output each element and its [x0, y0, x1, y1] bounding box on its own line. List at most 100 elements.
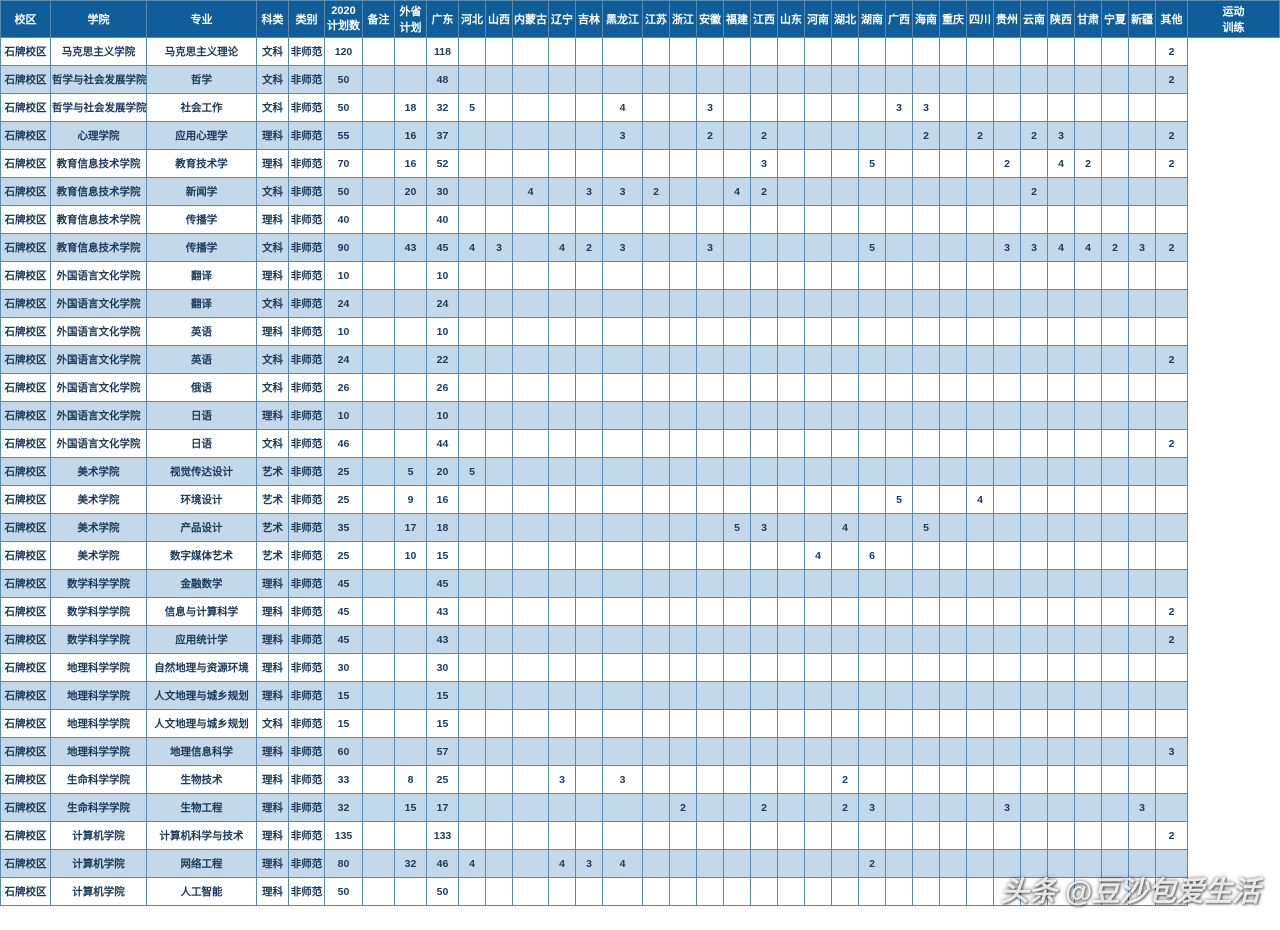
cell: 45 [325, 570, 363, 598]
cell: 15 [325, 710, 363, 738]
cell [751, 766, 778, 794]
cell [1048, 626, 1075, 654]
cell: 15 [325, 682, 363, 710]
cell [697, 346, 724, 374]
cell: 2 [643, 178, 670, 206]
cell [643, 766, 670, 794]
cell [1021, 570, 1048, 598]
cell: 17 [427, 794, 459, 822]
cell [363, 290, 395, 318]
cell: 非师范 [289, 346, 325, 374]
cell [513, 66, 549, 94]
cell [1156, 570, 1188, 598]
cell: 3 [576, 850, 603, 878]
cell [670, 66, 697, 94]
cell [1075, 738, 1102, 766]
cell [576, 738, 603, 766]
cell [994, 878, 1021, 906]
cell [1021, 682, 1048, 710]
cell: 4 [549, 850, 576, 878]
cell [1048, 402, 1075, 430]
cell [994, 598, 1021, 626]
table-row: 石牌校区计算机学院计算机科学与技术理科非师范1351332 [1, 822, 1280, 850]
cell [363, 626, 395, 654]
cell: 教育技术学 [147, 150, 257, 178]
cell [1156, 878, 1188, 906]
cell [1129, 262, 1156, 290]
cell [751, 346, 778, 374]
cell: 44 [427, 430, 459, 458]
cell [603, 682, 643, 710]
cell: 俄语 [147, 374, 257, 402]
cell [1021, 66, 1048, 94]
cell: 石牌校区 [1, 38, 51, 66]
cell: 非师范 [289, 850, 325, 878]
cell: 3 [576, 178, 603, 206]
cell [643, 626, 670, 654]
cell: 非师范 [289, 178, 325, 206]
cell [549, 346, 576, 374]
cell [886, 570, 913, 598]
cell [459, 430, 486, 458]
cell: 理科 [257, 850, 289, 878]
cell [1048, 66, 1075, 94]
cell [549, 822, 576, 850]
cell [724, 486, 751, 514]
cell [724, 262, 751, 290]
cell [395, 738, 427, 766]
cell: 生命科学学院 [51, 794, 147, 822]
cell: 2 [751, 122, 778, 150]
cell [576, 654, 603, 682]
cell [913, 654, 940, 682]
cell [886, 290, 913, 318]
table-row: 石牌校区教育信息技术学院传播学理科非师范4040 [1, 206, 1280, 234]
cell [1075, 626, 1102, 654]
cell: 美术学院 [51, 458, 147, 486]
cell [886, 234, 913, 262]
col-header-1: 学院 [51, 1, 147, 38]
cell [395, 654, 427, 682]
cell [805, 430, 832, 458]
cell: 46 [325, 430, 363, 458]
cell: 石牌校区 [1, 94, 51, 122]
cell: 60 [325, 738, 363, 766]
col-header-6: 备注 [363, 1, 395, 38]
col-header-17: 安徽 [697, 1, 724, 38]
cell: 80 [325, 850, 363, 878]
table-row: 石牌校区心理学院应用心理学理科非师范55163732222232 [1, 122, 1280, 150]
cell [576, 542, 603, 570]
cell [670, 234, 697, 262]
cell: 15 [427, 682, 459, 710]
cell [395, 38, 427, 66]
cell [913, 458, 940, 486]
cell [805, 794, 832, 822]
cell: 10 [325, 402, 363, 430]
cell [1048, 654, 1075, 682]
cell [576, 122, 603, 150]
cell [751, 94, 778, 122]
cell [994, 570, 1021, 598]
cell [1021, 402, 1048, 430]
cell [363, 150, 395, 178]
cell [643, 794, 670, 822]
cell [1075, 318, 1102, 346]
cell [486, 794, 513, 822]
cell [363, 430, 395, 458]
cell [576, 598, 603, 626]
cell [724, 150, 751, 178]
cell [670, 542, 697, 570]
cell: 10 [395, 542, 427, 570]
cell [832, 150, 859, 178]
cell: 25 [325, 542, 363, 570]
cell: 2 [1156, 430, 1188, 458]
cell: 5 [724, 514, 751, 542]
cell [1102, 290, 1129, 318]
cell [603, 430, 643, 458]
cell [859, 514, 886, 542]
cell [832, 374, 859, 402]
cell: 石牌校区 [1, 346, 51, 374]
cell: 37 [427, 122, 459, 150]
cell [697, 570, 724, 598]
cell [940, 822, 967, 850]
cell: 地理科学学院 [51, 710, 147, 738]
